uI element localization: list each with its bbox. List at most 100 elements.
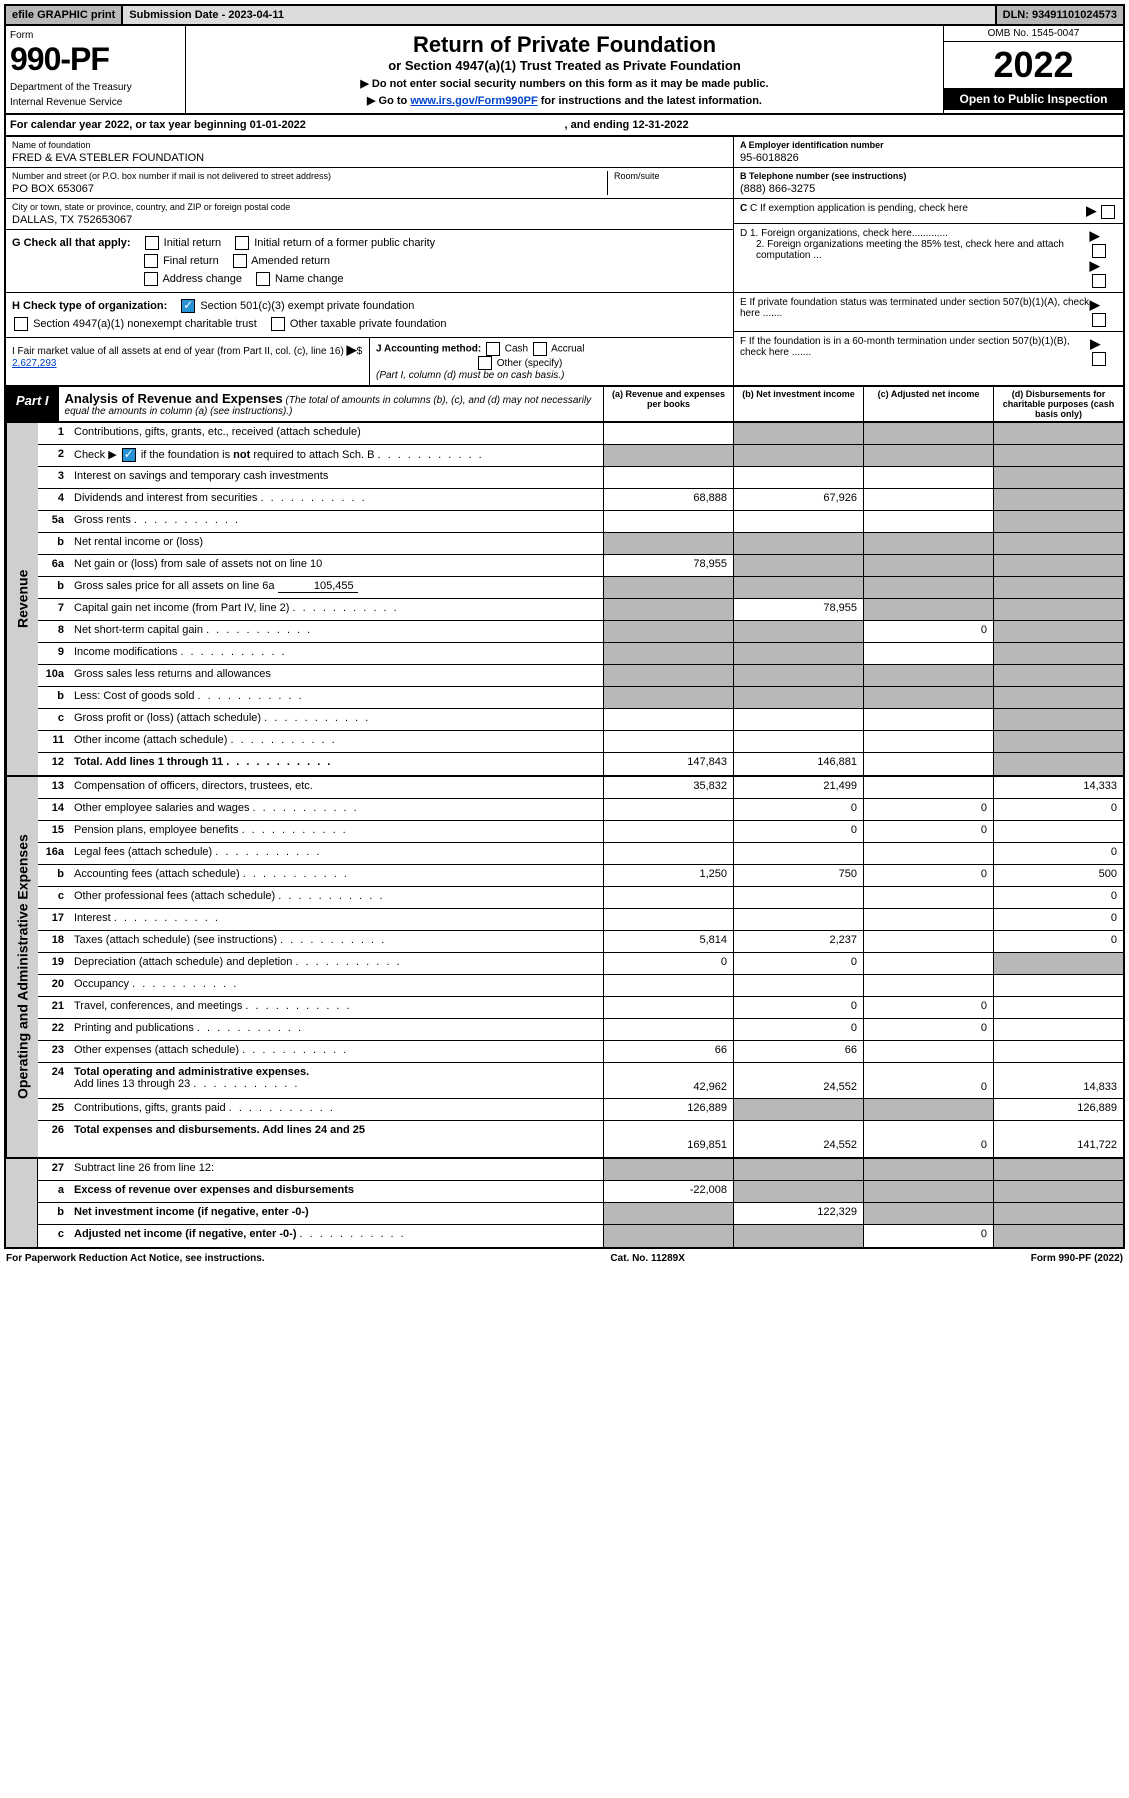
cell-c (863, 709, 993, 730)
cell-c (863, 643, 993, 664)
section-j: J Accounting method: Cash Accrual Other … (370, 338, 733, 385)
cell-a (603, 511, 733, 532)
section-i: I Fair market value of all assets at end… (6, 338, 370, 385)
checkbox-other-method[interactable] (478, 356, 492, 370)
cell-d (993, 621, 1123, 642)
label-text: Other employee salaries and wages (74, 802, 249, 814)
row-25: 25Contributions, gifts, grants paid 126,… (38, 1099, 1123, 1121)
checkbox-501c3[interactable]: ✓ (181, 299, 195, 313)
row-13: 13Compensation of officers, directors, t… (38, 777, 1123, 799)
calyear-begin: For calendar year 2022, or tax year begi… (10, 119, 565, 131)
checkbox-name-change[interactable] (256, 272, 270, 286)
row-17: 17Interest 0 (38, 909, 1123, 931)
ein-value: 95-6018826 (740, 152, 1117, 164)
cell-c: 0 (863, 1063, 993, 1098)
form-header: Form 990-PF Department of the Treasury I… (4, 26, 1125, 115)
cell-c (863, 1041, 993, 1062)
col-a-header: (a) Revenue and expenses per books (603, 387, 733, 421)
row-num: 10a (38, 665, 70, 686)
irs-link[interactable]: www.irs.gov/Form990PF (410, 95, 537, 107)
row-label: Total expenses and disbursements. Add li… (70, 1121, 603, 1157)
b-label: B Telephone number (see instructions) (740, 171, 1117, 181)
label-text: Accounting fees (attach schedule) (74, 868, 240, 880)
cell-b (733, 687, 863, 708)
checkbox-f[interactable] (1092, 352, 1106, 366)
checkbox-schb[interactable]: ✓ (122, 448, 136, 462)
cell-b (733, 511, 863, 532)
cell-b (733, 887, 863, 908)
addr-label: Number and street (or P.O. box number if… (12, 171, 607, 181)
cell-d (993, 533, 1123, 554)
cell-a (603, 799, 733, 820)
checkbox-4947[interactable] (14, 317, 28, 331)
cell-b (733, 709, 863, 730)
cell-c (863, 975, 993, 996)
form-number: 990-PF (10, 41, 181, 78)
i-value[interactable]: 2,627,293 (12, 358, 57, 369)
row-22: 22Printing and publications 00 (38, 1019, 1123, 1041)
cell-c (863, 887, 993, 908)
cell-c: 0 (863, 1121, 993, 1157)
foundation-name: FRED & EVA STEBLER FOUNDATION (12, 152, 727, 164)
checkbox-addr-change[interactable] (144, 272, 158, 286)
label-text: Net short-term capital gain (74, 624, 203, 636)
checkbox-amended[interactable] (233, 254, 247, 268)
cell-a: 42,962 (603, 1063, 733, 1098)
row-19: 19Depreciation (attach schedule) and dep… (38, 953, 1123, 975)
checkbox-d1[interactable] (1092, 244, 1106, 258)
cell-a: 78,955 (603, 555, 733, 576)
expenses-side-label: Operating and Administrative Expenses (6, 777, 38, 1157)
checkbox-cash[interactable] (486, 342, 500, 356)
row-num: c (38, 1225, 70, 1247)
cell-a (603, 997, 733, 1018)
checkbox-initial-former[interactable] (235, 236, 249, 250)
label-text: Occupancy (74, 978, 129, 990)
cell-b (733, 577, 863, 598)
cell-a (603, 467, 733, 488)
checkbox-final[interactable] (144, 254, 158, 268)
instruct-2: ▶ Go to www.irs.gov/Form990PF for instru… (192, 94, 937, 107)
checkbox-c[interactable] (1101, 205, 1115, 219)
cell-d: 14,333 (993, 777, 1123, 798)
checkbox-initial[interactable] (145, 236, 159, 250)
arrow-icon: ▶ (1086, 203, 1096, 218)
checkbox-other-taxable[interactable] (271, 317, 285, 331)
checkbox-accrual[interactable] (533, 342, 547, 356)
h-501c3: Section 501(c)(3) exempt private foundat… (200, 300, 414, 312)
cell-c: 0 (863, 997, 993, 1018)
label-text: Capital gain net income (from Part IV, l… (74, 602, 289, 614)
row-5a: 5aGross rents (38, 511, 1123, 533)
row-num: b (38, 577, 70, 598)
cell-c: 0 (863, 621, 993, 642)
cell-c (863, 665, 993, 686)
cell-d (993, 1041, 1123, 1062)
row-label: Interest (70, 909, 603, 930)
g-addr: Address change (162, 273, 242, 285)
row-num: 11 (38, 731, 70, 752)
cell-a: 0 (603, 953, 733, 974)
row-label: Printing and publications (70, 1019, 603, 1040)
expenses-section: Operating and Administrative Expenses 13… (4, 777, 1125, 1159)
cell-c (863, 953, 993, 974)
cell-d (993, 577, 1123, 598)
h-label: H Check type of organization: (12, 300, 167, 312)
cell-d: 0 (993, 887, 1123, 908)
city-label: City or town, state or province, country… (12, 202, 727, 212)
row-num: 22 (38, 1019, 70, 1040)
row-num: c (38, 887, 70, 908)
row-label: Net short-term capital gain (70, 621, 603, 642)
checkbox-e[interactable] (1092, 313, 1106, 327)
cell-b: 21,499 (733, 777, 863, 798)
cell-c (863, 511, 993, 532)
form-label: Form (10, 30, 181, 41)
checkbox-d2[interactable] (1092, 274, 1106, 288)
cell-d (993, 997, 1123, 1018)
j-note: (Part I, column (d) must be on cash basi… (376, 370, 564, 381)
cell-c (863, 753, 993, 775)
cell-c (863, 843, 993, 864)
cell-d (993, 467, 1123, 488)
row-11: 11Other income (attach schedule) (38, 731, 1123, 753)
part1-label: Part I (6, 387, 59, 421)
cell-c (863, 777, 993, 798)
cell-a (603, 599, 733, 620)
